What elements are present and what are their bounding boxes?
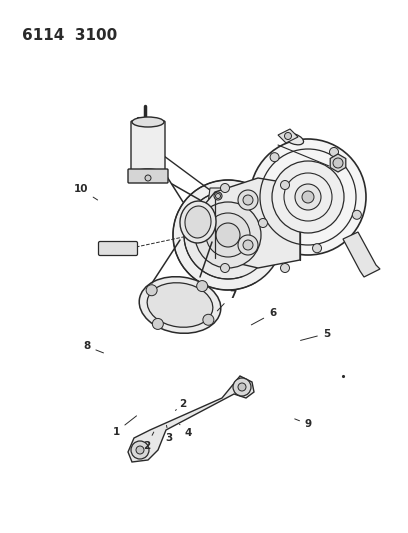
Circle shape bbox=[243, 195, 253, 205]
Text: 3: 3 bbox=[166, 425, 173, 443]
Polygon shape bbox=[278, 129, 298, 143]
Ellipse shape bbox=[185, 206, 211, 238]
Circle shape bbox=[284, 133, 291, 140]
Circle shape bbox=[197, 280, 208, 292]
Ellipse shape bbox=[284, 133, 304, 145]
Polygon shape bbox=[330, 154, 346, 172]
Text: 2: 2 bbox=[143, 432, 154, 450]
Circle shape bbox=[272, 161, 344, 233]
Ellipse shape bbox=[139, 277, 221, 333]
Circle shape bbox=[302, 191, 314, 203]
Circle shape bbox=[173, 180, 283, 290]
Text: 5: 5 bbox=[301, 329, 330, 341]
Circle shape bbox=[238, 235, 258, 255]
Circle shape bbox=[220, 263, 229, 272]
Circle shape bbox=[152, 318, 163, 329]
FancyBboxPatch shape bbox=[131, 121, 165, 175]
Text: 2: 2 bbox=[175, 399, 186, 410]
Text: 8: 8 bbox=[83, 342, 104, 353]
Circle shape bbox=[220, 183, 229, 192]
Text: 4: 4 bbox=[180, 424, 192, 438]
Text: 9: 9 bbox=[295, 419, 312, 429]
Circle shape bbox=[353, 211, 361, 219]
Circle shape bbox=[238, 383, 246, 391]
Circle shape bbox=[216, 223, 240, 247]
Circle shape bbox=[214, 192, 222, 200]
Circle shape bbox=[215, 193, 220, 198]
Text: 1: 1 bbox=[113, 416, 137, 437]
Circle shape bbox=[258, 219, 268, 228]
Circle shape bbox=[233, 378, 251, 396]
Circle shape bbox=[281, 263, 290, 272]
Circle shape bbox=[238, 190, 258, 210]
Ellipse shape bbox=[147, 282, 213, 327]
Circle shape bbox=[184, 191, 272, 279]
Circle shape bbox=[281, 181, 290, 190]
Text: 10: 10 bbox=[73, 184, 98, 200]
Circle shape bbox=[203, 314, 214, 325]
Circle shape bbox=[131, 441, 149, 459]
Circle shape bbox=[330, 148, 339, 157]
Polygon shape bbox=[200, 178, 300, 268]
Circle shape bbox=[206, 213, 250, 257]
Polygon shape bbox=[208, 188, 228, 204]
Circle shape bbox=[313, 244, 322, 253]
Circle shape bbox=[295, 184, 321, 210]
Circle shape bbox=[146, 285, 157, 296]
Circle shape bbox=[270, 152, 279, 161]
Circle shape bbox=[250, 139, 366, 255]
Polygon shape bbox=[128, 376, 254, 462]
FancyBboxPatch shape bbox=[128, 169, 168, 183]
Circle shape bbox=[243, 240, 253, 250]
Circle shape bbox=[333, 158, 343, 168]
Ellipse shape bbox=[132, 169, 164, 179]
FancyBboxPatch shape bbox=[98, 241, 137, 255]
Circle shape bbox=[145, 175, 151, 181]
Circle shape bbox=[195, 202, 261, 268]
Ellipse shape bbox=[132, 117, 164, 127]
Text: 7: 7 bbox=[217, 290, 236, 311]
Ellipse shape bbox=[180, 201, 216, 243]
Text: 6: 6 bbox=[251, 309, 276, 325]
Circle shape bbox=[136, 446, 144, 454]
Polygon shape bbox=[343, 232, 380, 277]
Text: 6114  3100: 6114 3100 bbox=[22, 28, 117, 43]
